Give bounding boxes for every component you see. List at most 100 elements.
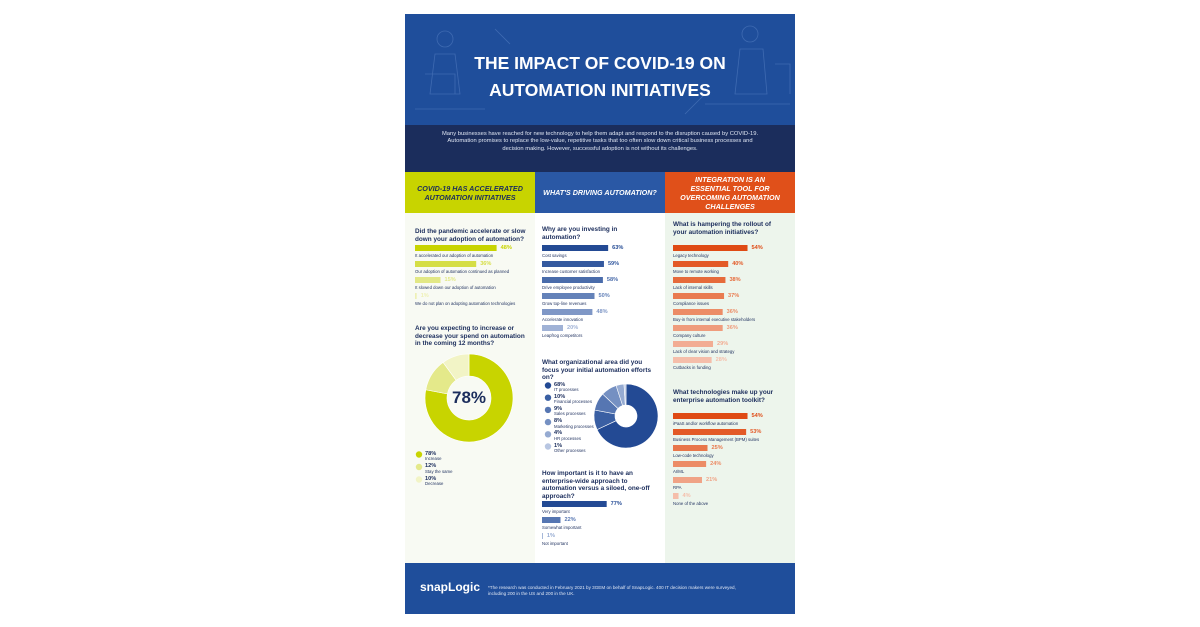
bar [673, 413, 748, 419]
bar [673, 445, 708, 451]
legend-value: 10% [554, 393, 566, 400]
value-label: 48% [500, 244, 512, 251]
bar-label: Our adoption of automation continued as … [415, 268, 510, 274]
legend-label: HR processes [554, 435, 581, 441]
legend-value: 1% [554, 442, 563, 449]
bar-label: Move to remote working [673, 268, 719, 274]
bar-label: Drive employee productivity [542, 284, 595, 290]
bar [415, 261, 477, 267]
bar-label: Buy-in from internal executive stakehold… [673, 316, 756, 322]
value-label: 25% [711, 444, 723, 451]
bar [673, 277, 726, 283]
footer-band [405, 563, 795, 614]
bar-label: iPaaS and/or workflow automation [673, 420, 739, 426]
bar [542, 245, 609, 251]
value-label: 54% [751, 412, 763, 419]
donut-slice [623, 383, 627, 406]
value-label: 21% [705, 476, 718, 483]
bar [542, 325, 563, 331]
bar-label: Increase customer satisfaction [542, 268, 601, 274]
bar-label: It accelerated our adoption of automatio… [415, 252, 494, 258]
value-label: 54% [751, 244, 763, 251]
legend-dot [544, 431, 552, 438]
bar [673, 461, 707, 467]
value-label: 58% [606, 276, 619, 283]
bar-label: Cutbacks in funding [673, 364, 711, 370]
legend-dot [544, 443, 552, 450]
column-body [665, 213, 795, 563]
value-label: 63% [612, 244, 624, 251]
legend-value: 8% [554, 418, 563, 425]
main-title: THE IMPACT OF COVID-19 ON AUTOMATION INI… [474, 53, 726, 100]
header-art [415, 25, 791, 115]
question: What is hampering the rollout of your au… [673, 221, 771, 236]
legend-dot [415, 451, 423, 458]
bar [673, 245, 748, 251]
bar [415, 245, 497, 251]
bar [415, 277, 441, 283]
legend-dot [544, 394, 552, 401]
legend-label: Marketing processes [554, 423, 594, 429]
legend-dot [415, 476, 423, 483]
bar [673, 341, 714, 347]
bar-label: We do not plan on adopting automation te… [415, 300, 516, 306]
bar [673, 493, 679, 499]
value-label: 37% [728, 292, 740, 299]
donut-slice [442, 353, 470, 381]
bar [542, 309, 593, 315]
legend-dot [544, 418, 552, 426]
bar [542, 533, 543, 539]
bar [673, 309, 723, 315]
value-label: 53% [750, 428, 762, 435]
bar-label: Company culture [673, 332, 706, 338]
legend-value: 10% [425, 475, 437, 482]
value-label: 50% [598, 292, 610, 299]
legend-label: Sales processes [554, 411, 586, 417]
value-label: 29% [717, 340, 729, 347]
bar [673, 261, 729, 267]
column-heading: COVID-19 HAS ACCELERATED AUTOMATION INIT… [405, 172, 535, 213]
value-label: 22% [564, 516, 576, 523]
legend-dot [415, 463, 423, 471]
bar [673, 357, 712, 363]
legend-value: 68% [554, 381, 566, 388]
bar-label: It slowed down our adoption of automatio… [415, 284, 496, 290]
value-label: 28% [715, 356, 727, 363]
bar-label: Leapfrog competitors [542, 332, 583, 338]
header-band [405, 14, 795, 125]
intro-text: Many businesses have reached for new tec… [441, 131, 759, 152]
value-label: 36% [480, 260, 492, 267]
value-label: 48% [596, 308, 608, 315]
bar [542, 517, 561, 523]
legend-dot [544, 406, 552, 414]
donut-slice [596, 383, 659, 449]
bar [673, 429, 747, 435]
bar-label: Low-code technology [673, 452, 714, 458]
bar-label: Cost savings [542, 252, 567, 258]
legend-label: IT processes [554, 387, 579, 392]
legend-label: Stay the same [425, 468, 453, 474]
bar-label: Lack of internal skills [673, 284, 713, 290]
bar-label: Accelerate innovation [542, 316, 584, 322]
bar-label: Lack of clear vision and strategy [673, 348, 735, 354]
legend-label: Decrease [425, 481, 444, 486]
bar [542, 277, 603, 283]
question: What technologies make up your enterpris… [673, 389, 774, 404]
value-label: 20% [567, 324, 579, 331]
value-label: 36% [726, 324, 738, 331]
bar [673, 477, 702, 483]
logo: snapLogic [420, 580, 481, 594]
bar-label: Compliance issues [673, 300, 710, 306]
legend-dot [544, 382, 552, 389]
bar-label: Not important [542, 540, 568, 546]
value-label: 59% [607, 260, 620, 267]
value-label: 40% [732, 260, 744, 267]
legend-label: Other processes [554, 448, 586, 453]
legend-value: 9% [554, 405, 563, 412]
value-label: 1% [546, 532, 555, 539]
value-label: 4% [682, 492, 691, 499]
bar-label: AI/ML [673, 468, 685, 474]
question: How important is it to have an enterpris… [542, 470, 650, 500]
legend-value: 12% [425, 463, 437, 469]
